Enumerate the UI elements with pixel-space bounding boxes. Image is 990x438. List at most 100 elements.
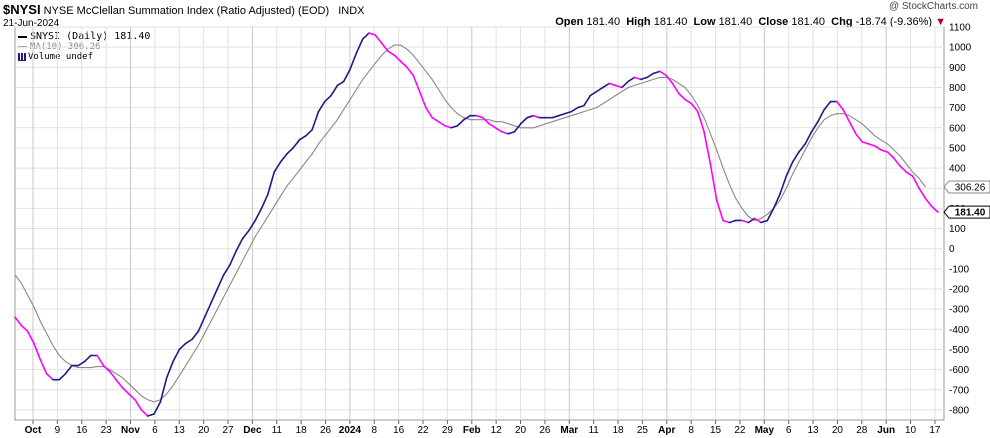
nysi-segment: [823, 100, 832, 111]
ma-value-tag-text: 306.26: [955, 182, 986, 193]
nysi-segment: [374, 34, 383, 44]
x-tick-label: 18: [296, 425, 308, 436]
ohlc-readout: Open 181.40 High 181.40 Low 181.40 Close…: [555, 16, 946, 28]
last-value-tag-box: [943, 205, 990, 219]
nysi-segment: [330, 84, 339, 97]
nysi-segment: [696, 110, 705, 133]
nysi-segment: [798, 143, 807, 153]
down-arrow-icon: ▼: [935, 16, 946, 28]
grid: [14, 26, 945, 421]
nysi-segment: [222, 264, 231, 276]
low-value: 181.40: [718, 16, 753, 28]
x-tick-label: Jun: [877, 425, 895, 436]
x-tick-label: 26: [320, 425, 332, 436]
chg-label: Chg: [831, 16, 853, 28]
y-tick-label: -800: [949, 405, 969, 416]
nysi-segment: [500, 131, 509, 135]
y-tick-label: 0: [949, 244, 955, 255]
nysi-segment: [911, 175, 920, 190]
nysi-segment: [77, 360, 86, 367]
nysi-segment: [260, 193, 269, 210]
x-tick-label: 20: [515, 425, 527, 436]
nysi-segment: [665, 74, 674, 85]
nysi-segment: [121, 386, 130, 395]
exchange-label: INDX: [338, 5, 365, 17]
nysi-segment: [924, 197, 933, 208]
nysi-segment: [115, 378, 124, 389]
nysi-segment: [659, 70, 667, 77]
nysi-segment: [58, 372, 67, 381]
nysi-segment: [886, 151, 895, 159]
nysi-segment: [102, 364, 111, 373]
legend-item-volume: Volume undef: [18, 52, 150, 62]
nysi-segment: [747, 217, 756, 224]
nysi-segment: [570, 106, 579, 113]
x-tick-label: 27: [222, 425, 234, 436]
x-axis: Oct 9 16 23 Nov 6 13 20 27 Dec 11 18 26 2024 8 16 22 29 Fe…: [25, 420, 941, 436]
nysi-segment: [873, 145, 882, 151]
nysi-segment: [608, 82, 617, 87]
nysi-segment: [671, 82, 680, 95]
nysi-segment: [684, 98, 693, 105]
watermark: @ StockCharts.com: [888, 1, 978, 12]
nysi-segment: [248, 219, 257, 232]
line-swatch-icon: [18, 46, 27, 47]
ma-value-tag: 306.26: [943, 180, 990, 193]
nysi-segment: [456, 118, 465, 127]
open-label: Open: [555, 16, 584, 28]
x-tick-label: 16: [393, 425, 405, 436]
x-tick-label: Feb: [463, 425, 481, 436]
nysi-segment: [184, 338, 193, 345]
x-tick-label: 17: [929, 425, 941, 436]
nysi-segment: [583, 94, 592, 107]
nysi-segment: [791, 151, 800, 163]
nysi-segment: [14, 316, 23, 327]
y-tick-label: -200: [949, 285, 969, 296]
nysi-segment: [317, 100, 326, 113]
nysi-segment: [482, 116, 490, 125]
nysi-segment: [621, 80, 630, 89]
nysi-segment: [172, 348, 181, 363]
nysi-segment: [286, 147, 294, 155]
nysi-segment: [26, 330, 35, 345]
x-tick-label: 28: [856, 425, 868, 436]
nysi-segment: [595, 86, 604, 93]
nysi-segment: [880, 149, 889, 153]
nysi-segment: [159, 376, 168, 403]
close-label: Close: [758, 16, 789, 28]
nysi-segment: [602, 82, 611, 89]
x-tick-label: Dec: [243, 425, 262, 436]
last-value-tag-text: 181.40: [955, 208, 986, 219]
nysi-segment: [431, 116, 440, 123]
legend-label-volume: Volume undef: [28, 52, 94, 62]
legend-label-nysi: $NYSI (Daily) 181.40: [30, 31, 151, 42]
nysi-segment: [678, 92, 686, 101]
legend-item-nysi: $NYSI (Daily) 181.40: [18, 31, 150, 42]
nysi-segment: [905, 171, 914, 177]
nysi-segment: [930, 205, 939, 213]
y-axis: -800-700-600-500-400-300-200-10001002003…: [943, 23, 990, 416]
y-tick-label: 600: [949, 123, 966, 134]
nysi-segment: [564, 110, 573, 115]
x-tick-label: 15: [710, 425, 722, 436]
y-tick-label: 400: [949, 164, 966, 175]
nysi-segment: [614, 84, 623, 89]
nysi-segment: [336, 80, 345, 87]
nysi-segment: [425, 106, 434, 119]
y-tick-label: 500: [949, 143, 966, 154]
nysi-segment: [741, 219, 750, 224]
y-tick-label: -100: [949, 264, 969, 275]
nysi-segment: [627, 76, 636, 83]
nysi-segment: [361, 32, 370, 40]
nysi-segment: [64, 364, 73, 375]
chg-value: -18.74 (-9.36%): [855, 16, 933, 28]
nysi-segment: [640, 76, 648, 81]
x-tick-label: 20: [198, 425, 210, 436]
y-tick-label: -600: [949, 365, 969, 376]
y-tick-label: -700: [949, 385, 969, 396]
plot-area: [14, 32, 939, 417]
chart-title: $NYSI NYSE McClellan Summation Index (Ra…: [3, 2, 364, 17]
line-swatch-icon: [18, 35, 27, 38]
nysi-segment: [507, 131, 516, 135]
y-tick-label: -500: [949, 345, 969, 356]
